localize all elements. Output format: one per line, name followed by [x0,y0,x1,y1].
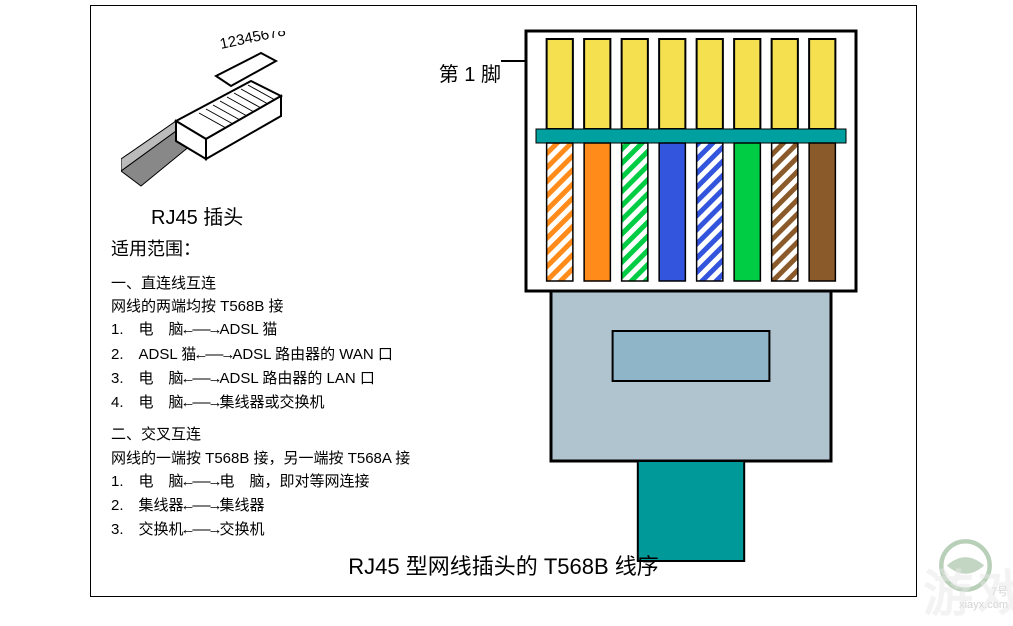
connector-caption: RJ45 插头 [151,201,243,230]
list-item: 2. 集线器←——→集线器 [111,494,410,518]
rj45-front-diagram [506,21,876,571]
pin-numbers-label: 12345678 [218,31,287,53]
diagram-title: RJ45 型网线插头的 T568B 线序 [91,549,916,581]
usage-scope-block: 适用范围： 一、直连线互连 网线的两端均按 T568B 接 1. 电 脑←——→… [111,236,410,543]
section1-sub: 网线的两端均按 T568B 接 [111,295,410,318]
list-item: 1. 电 脑←——→ADSL 猫 [111,318,410,342]
section-straight: 一、直连线互连 网线的两端均按 T568B 接 1. 电 脑←——→ADSL 猫… [111,272,410,416]
section2-sub: 网线的一端按 T568B 接，另一端按 T568A 接 [111,447,410,470]
section1-heading: 一、直连线互连 [111,272,410,295]
scope-title: 适用范围： [111,236,410,264]
list-item: 4. 电 脑←——→集线器或交换机 [111,391,410,415]
section2-heading: 二、交叉互连 [111,423,410,446]
list-item: 1. 电 脑←——→电 脑，即对等网连接 [111,470,410,494]
pin1-label: 第 1 脚 [439,58,501,87]
rj45-3d-icon: 12345678 [121,31,301,191]
section-cross: 二、交叉互连 网线的一端按 T568B 接，另一端按 T568A 接 1. 电 … [111,423,410,542]
watermark-big-text: 游戏 [923,554,1013,626]
list-item: 2. ADSL 猫←——→ADSL 路由器的 WAN 口 [111,343,410,367]
diagram-frame: 12345678 RJ45 插头 适用范围： 一、直连线互连 网线的两端均按 T… [90,5,917,597]
list-item: 3. 电 脑←——→ADSL 路由器的 LAN 口 [111,367,410,391]
list-item: 3. 交换机←——→交换机 [111,518,410,542]
